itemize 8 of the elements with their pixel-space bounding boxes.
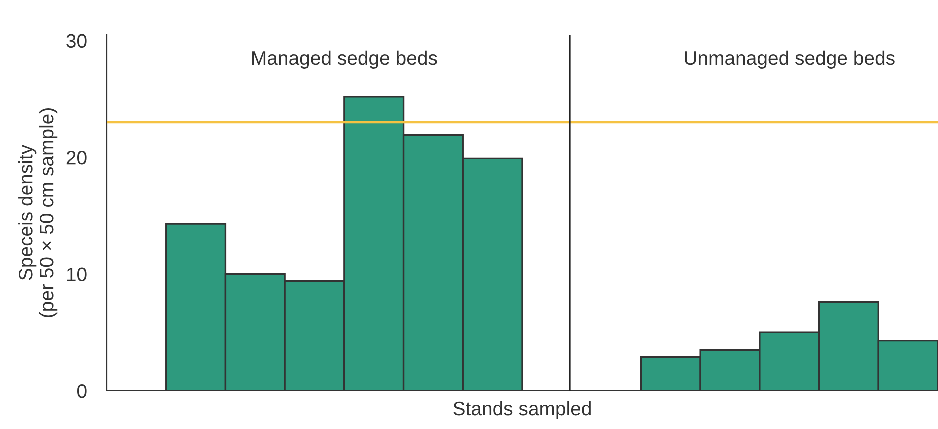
annotation: Unmanaged sedge beds xyxy=(685,50,895,69)
y-axis-title: Speceis density (per 50 × 50 cm sample) xyxy=(18,108,58,318)
y-tick-label: 10 xyxy=(67,268,87,282)
y-tick-label: 20 xyxy=(66,151,87,165)
y-tick-label: 30 xyxy=(66,34,87,48)
y-tick-label: 0 xyxy=(78,384,87,398)
annotation: Managed sedge beds xyxy=(252,50,438,69)
x-axis-title: Stands sampled xyxy=(454,401,591,420)
